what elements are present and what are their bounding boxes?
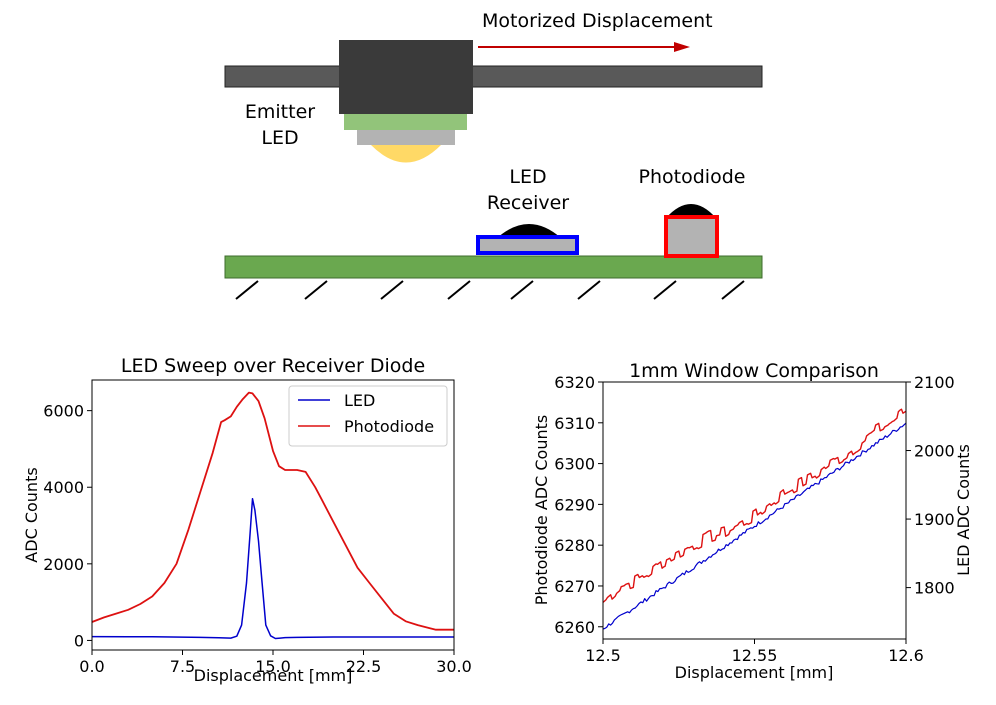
chart1-xtick-label: 22.5 [346, 657, 382, 676]
chart1-xtick-label: 30.0 [436, 657, 472, 676]
legend-label-photodiode: Photodiode [344, 417, 434, 436]
chart2-xtick-label: 12.55 [732, 646, 778, 665]
chart2-xtick-label: 12.5 [585, 646, 621, 665]
chart2-ytick-left-label: 6270 [554, 577, 595, 596]
chart2-ytick-right-label: 2100 [914, 373, 955, 392]
emitter-led-lens [371, 145, 441, 163]
motor-direction-arrow-head [674, 42, 690, 52]
emitter-led-body [357, 130, 455, 145]
chart1-title: LED Sweep over Receiver Diode [121, 355, 425, 377]
receiver-label-line2: Receiver [487, 192, 569, 214]
chart1-xtick-label: 7.5 [170, 657, 195, 676]
chart1-xtick-label: 15.0 [255, 657, 291, 676]
chart2-ylabel-left: Photodiode ADC Counts [532, 415, 551, 606]
chart2-series-photodiode [602, 408, 907, 603]
chart1-ytick-label: 0 [74, 631, 84, 650]
chart2-ticks: 12.5 12.55 12.6 6260 6270 6280 6290 6300 6310 632… [554, 373, 954, 665]
chart2-series-led [602, 422, 907, 630]
emitter-label-line1: Emitter [245, 101, 315, 123]
led-sweep-chart: LED Sweep over Receiver Diode 0.0 7.5 15.0… [22, 355, 472, 685]
emitter-carriage [339, 40, 473, 114]
window-comparison-chart: 1mm Window Comparison 12.5 12.55 12.6 6260 6… [532, 360, 973, 682]
chart2-series-group [602, 408, 907, 630]
circuit-board [224, 255, 763, 279]
chart1-series-photodiode [91, 391, 454, 631]
chart2-ytick-right-label: 1800 [914, 579, 955, 598]
chart1-ticks: 0.0 7.5 15.0 22.5 30.0 0 2000 4000 6000 [43, 402, 472, 676]
chart1-ytick-label: 2000 [43, 555, 84, 574]
setup-diagram: Motorized Displacement Emitter LED LED R… [224, 10, 763, 300]
chart2-ytick-left-label: 6290 [554, 495, 595, 514]
emitter-label-line2: LED [261, 127, 298, 149]
receiver-dome [497, 224, 561, 238]
legend-label-led: LED [344, 391, 375, 410]
chart1-legend-box [288, 385, 448, 447]
chart1-legend: LED Photodiode [288, 385, 448, 447]
emitter-led-base [344, 114, 467, 130]
chart2-title: 1mm Window Comparison [629, 360, 879, 382]
receiver-label-line1: LED [509, 166, 546, 188]
photodiode-dome [666, 204, 716, 218]
motor-label: Motorized Displacement [482, 10, 713, 32]
chart1-xtick-label: 0.0 [79, 657, 104, 676]
chart2-xtick-label: 12.6 [888, 646, 924, 665]
photodiode-label: Photodiode [639, 166, 746, 188]
ground-hatching [235, 280, 745, 300]
chart2-ytick-left-label: 6320 [554, 373, 595, 392]
chart2-ytick-left-label: 6300 [554, 455, 595, 474]
photodiode-box [664, 215, 719, 258]
chart1-ytick-label: 4000 [43, 478, 84, 497]
chart2-ytick-left-label: 6260 [554, 618, 595, 637]
chart1-series-group [91, 391, 454, 640]
chart2-ytick-left-label: 6310 [554, 414, 595, 433]
chart2-ylabel-right: LED ADC Counts [954, 444, 973, 576]
chart1-series-led [91, 497, 454, 640]
chart2-ytick-right-label: 2000 [914, 442, 955, 461]
chart1-ylabel: ADC Counts [22, 467, 41, 562]
chart2-ytick-right-label: 1900 [914, 510, 955, 529]
led-receiver-box [476, 235, 579, 255]
motor-rail [224, 65, 763, 88]
chart2-xlabel: Displacement [mm] [675, 663, 834, 682]
chart2-ytick-left-label: 6280 [554, 536, 595, 555]
chart1-ytick-label: 6000 [43, 402, 84, 421]
chart1-xlabel: Displacement [mm] [194, 666, 353, 685]
